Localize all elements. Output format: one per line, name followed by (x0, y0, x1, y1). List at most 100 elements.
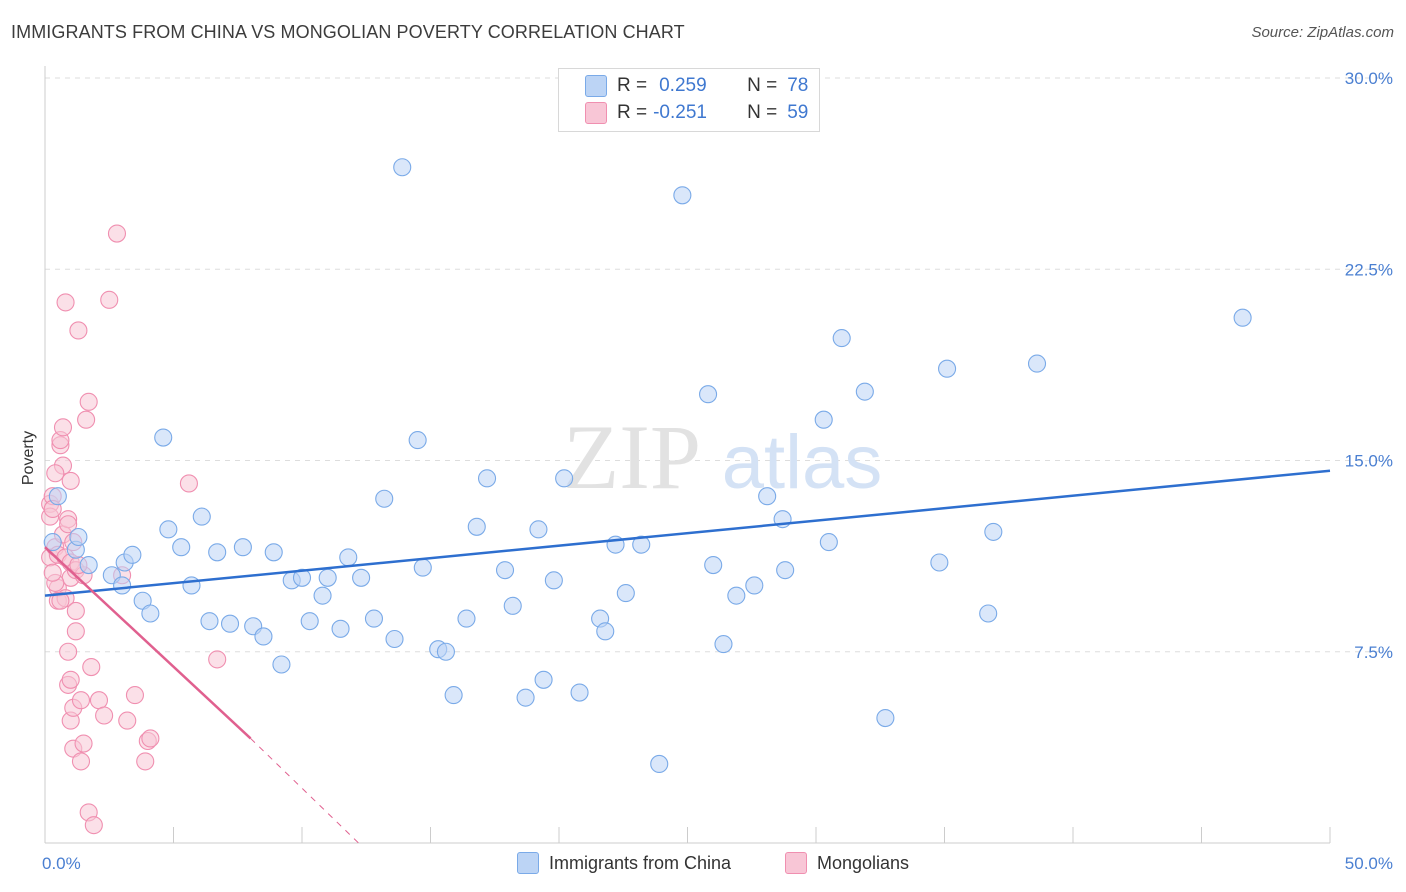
data-point (192, 507, 211, 526)
data-point (53, 418, 73, 437)
data-point (43, 533, 62, 552)
data-point (200, 612, 219, 631)
data-point (77, 410, 96, 429)
data-point (159, 520, 178, 539)
data-point (113, 576, 132, 595)
data-point (758, 487, 777, 506)
y-tick-label: 30.0% (1345, 69, 1393, 88)
data-point (79, 555, 98, 575)
legend-row-mongolians: R = -0.251 N = 59 (585, 100, 808, 126)
bottom-legend-swatch-pink (785, 852, 807, 874)
data-point (141, 604, 160, 623)
legend-r-value: 0.259 (659, 75, 707, 96)
data-point (534, 670, 553, 689)
data-point (79, 392, 98, 411)
legend-n-label: N = (747, 75, 778, 96)
data-point (444, 686, 463, 705)
data-point (339, 548, 358, 567)
data-point (48, 487, 67, 506)
data-point (292, 568, 312, 587)
watermark-zip: ZIP (563, 406, 701, 508)
data-point (220, 614, 240, 633)
data-point (1233, 308, 1252, 327)
data-point (436, 642, 455, 661)
data-point (123, 545, 142, 564)
data-point (74, 734, 93, 753)
data-point (745, 576, 764, 595)
data-point (100, 290, 119, 309)
data-point (172, 538, 191, 557)
data-point (82, 657, 101, 677)
data-point (516, 688, 535, 707)
watermark: ZIP atlas (563, 406, 882, 508)
bottom-legend-label-mongolians: Mongolians (817, 852, 910, 873)
data-point (59, 642, 78, 661)
legend-r-value: -0.251 (653, 102, 707, 123)
data-point (182, 576, 201, 595)
data-point (59, 515, 78, 534)
data-point (89, 691, 109, 710)
data-point (984, 522, 1003, 541)
data-point (544, 571, 563, 590)
legend-n-label: N = (747, 102, 778, 123)
data-point (66, 622, 85, 641)
data-point (43, 563, 62, 582)
data-point (71, 691, 91, 710)
data-point (107, 224, 127, 243)
data-point (66, 601, 85, 621)
data-point (51, 591, 70, 610)
data-point (364, 609, 384, 628)
legend-n-value: 78 (787, 75, 809, 96)
bottom-legend-mongolians: Mongolians (785, 852, 909, 874)
data-point (46, 464, 65, 483)
data-point (832, 329, 851, 348)
x-tick-label: 0.0% (42, 854, 81, 873)
data-point (714, 635, 733, 654)
data-point (95, 706, 114, 725)
legend-r-label: R = (617, 75, 648, 96)
data-point (1027, 354, 1047, 373)
data-point (318, 568, 337, 587)
data-point (179, 474, 198, 493)
data-point (413, 558, 432, 577)
data-point (208, 650, 227, 669)
x-tick-label: 50.0% (1345, 854, 1393, 873)
bottom-legend-swatch-blue (517, 852, 539, 874)
legend: R = 0.259 N = 78 R = -0.251 N = 59 (558, 68, 820, 132)
data-point (375, 489, 394, 508)
data-point (118, 711, 137, 730)
data-point (254, 627, 273, 646)
data-point (69, 321, 88, 340)
watermark-atlas: atlas (722, 420, 883, 505)
data-point (136, 752, 155, 771)
bottom-legend-china: Immigrants from China (517, 852, 731, 874)
data-point (876, 708, 895, 728)
data-point (208, 543, 227, 562)
data-point (495, 561, 515, 580)
data-point (979, 604, 998, 623)
data-point (393, 158, 412, 177)
data-point (616, 584, 635, 603)
y-tick-label: 15.0% (1345, 452, 1393, 471)
data-point (385, 629, 404, 649)
data-point (570, 683, 589, 702)
data-point (819, 533, 838, 552)
data-point (331, 619, 350, 638)
data-point (938, 359, 957, 378)
data-point (529, 520, 548, 539)
trend-line-mongolians-extension (250, 738, 359, 844)
source-label: Source: ZipAtlas.com (1251, 24, 1394, 41)
data-point (272, 655, 291, 674)
axes (44, 66, 1331, 844)
data-point (699, 385, 718, 404)
data-point (814, 410, 833, 429)
data-point (264, 543, 283, 562)
data-point (855, 382, 874, 401)
data-point (408, 431, 427, 450)
data-point (141, 729, 160, 748)
data-point (673, 186, 692, 205)
data-point (61, 670, 80, 689)
data-point (555, 469, 574, 488)
data-point (69, 527, 88, 547)
trend-lines (44, 469, 1331, 844)
